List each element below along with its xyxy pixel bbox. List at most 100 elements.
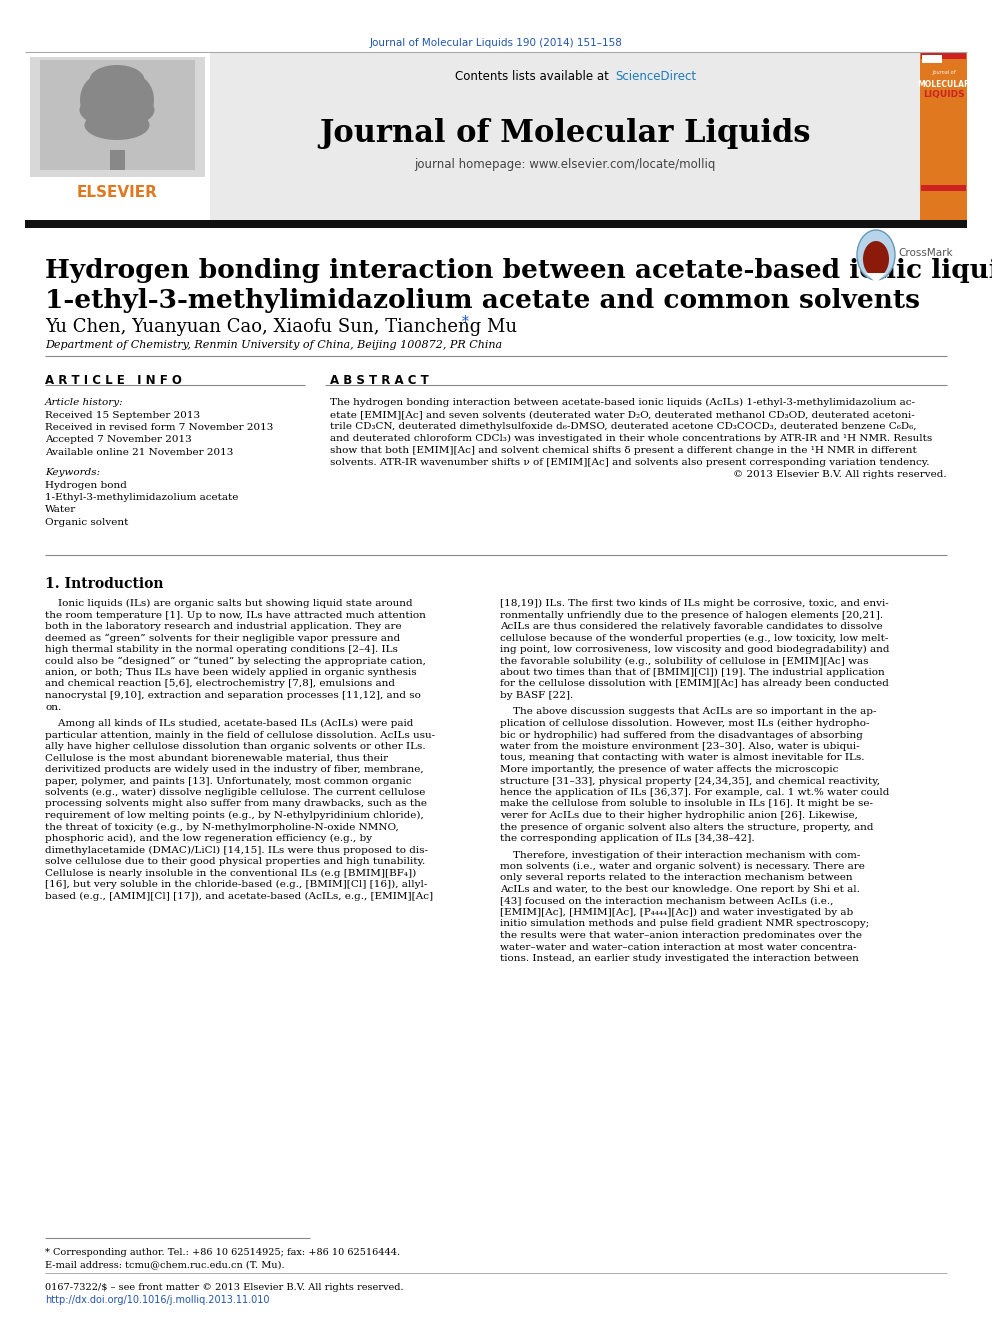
Text: by BASF [22].: by BASF [22]. [500,691,573,700]
Text: solvents. ATR-IR wavenumber shifts ν of [EMIM][Ac] and solvents also present cor: solvents. ATR-IR wavenumber shifts ν of … [330,458,930,467]
Text: MOLECULAR: MOLECULAR [918,79,970,89]
Text: Journal of: Journal of [932,70,955,75]
Text: about two times than that of [BMIM][Cl]) [19]. The industrial application: about two times than that of [BMIM][Cl])… [500,668,885,677]
Text: Cellulose is the most abundant biorenewable material, thus their: Cellulose is the most abundant biorenewa… [45,754,388,762]
Ellipse shape [84,78,150,112]
Text: Yu Chen, Yuanyuan Cao, Xiaofu Sun, Tiancheng Mu: Yu Chen, Yuanyuan Cao, Xiaofu Sun, Tianc… [45,318,523,336]
Text: requirement of low melting points (e.g., by N-ethylpyridinium chloride),: requirement of low melting points (e.g.,… [45,811,424,820]
Text: Received in revised form 7 November 2013: Received in revised form 7 November 2013 [45,423,274,433]
Text: AcILs and water, to the best our knowledge. One report by Shi et al.: AcILs and water, to the best our knowled… [500,885,860,894]
Text: the room temperature [1]. Up to now, ILs have attracted much attention: the room temperature [1]. Up to now, ILs… [45,610,426,619]
Text: Organic solvent: Organic solvent [45,519,128,527]
Text: the favorable solubility (e.g., solubility of cellulose in [EMIM][Ac] was: the favorable solubility (e.g., solubili… [500,656,869,665]
Text: water from the moisture environment [23–30]. Also, water is ubiqui-: water from the moisture environment [23–… [500,742,860,751]
Text: structure [31–33], physical property [24,34,35], and chemical reactivity,: structure [31–33], physical property [24… [500,777,880,786]
Text: 1-Ethyl-3-methylimidazolium acetate: 1-Ethyl-3-methylimidazolium acetate [45,493,238,501]
Text: both in the laboratory research and industrial application. They are: both in the laboratory research and indu… [45,622,402,631]
Text: plication of cellulose dissolution. However, most ILs (either hydropho-: plication of cellulose dissolution. Howe… [500,718,870,728]
Text: mon solvents (i.e., water and organic solvent) is necessary. There are: mon solvents (i.e., water and organic so… [500,863,865,871]
Bar [920,52,967,220]
Text: ronmentally unfriendly due to the presence of halogen elements [20,21].: ronmentally unfriendly due to the presen… [500,610,883,619]
Text: © 2013 Elsevier B.V. All rights reserved.: © 2013 Elsevier B.V. All rights reserved… [733,470,947,479]
Text: 1-ethyl-3-methylimidazolium acetate and common solvents: 1-ethyl-3-methylimidazolium acetate and … [45,288,920,314]
Text: the presence of organic solvent also alters the structure, property, and: the presence of organic solvent also alt… [500,823,874,831]
Bar [210,52,920,220]
Text: The above discussion suggests that AcILs are so important in the ap-: The above discussion suggests that AcILs… [500,708,877,717]
Text: Received 15 September 2013: Received 15 September 2013 [45,410,200,419]
Polygon shape [866,273,886,283]
Text: Hydrogen bond: Hydrogen bond [45,480,127,490]
Text: deemed as “green” solvents for their negligible vapor pressure and: deemed as “green” solvents for their neg… [45,634,400,643]
Text: the corresponding application of ILs [34,38–42].: the corresponding application of ILs [34… [500,833,755,843]
Text: Journal of Molecular Liquids: Journal of Molecular Liquids [319,118,810,149]
Text: E-mail address: tcmu@chem.ruc.edu.cn (T. Mu).: E-mail address: tcmu@chem.ruc.edu.cn (T.… [45,1259,285,1269]
Text: trile CD₃CN, deuterated dimethylsulfoxide d₆-DMSO, deuterated acetone CD₃COCD₃, : trile CD₃CN, deuterated dimethylsulfoxid… [330,422,917,431]
Text: ScienceDirect: ScienceDirect [615,70,696,83]
Text: tions. Instead, an earlier study investigated the interaction between: tions. Instead, an earlier study investi… [500,954,859,963]
Text: paper, polymer, and paints [13]. Unfortunately, most common organic: paper, polymer, and paints [13]. Unfortu… [45,777,412,786]
Bar [30,57,205,177]
Text: processing solvents might also suffer from many drawbacks, such as the: processing solvents might also suffer fr… [45,799,427,808]
Text: journal homepage: www.elsevier.com/locate/molliq: journal homepage: www.elsevier.com/locat… [415,157,715,171]
Text: Water: Water [45,505,76,515]
Text: only several reports related to the interaction mechanism between: only several reports related to the inte… [500,873,853,882]
Text: The hydrogen bonding interaction between acetate-based ionic liquids (AcILs) 1-e: The hydrogen bonding interaction between… [330,398,915,407]
Text: 0167-7322/$ – see front matter © 2013 Elsevier B.V. All rights reserved.: 0167-7322/$ – see front matter © 2013 El… [45,1283,404,1293]
Ellipse shape [80,75,120,124]
Text: [43] focused on the interaction mechanism between AcILs (i.e.,: [43] focused on the interaction mechanis… [500,897,833,905]
Text: *: * [462,315,469,329]
Text: A R T I C L E   I N F O: A R T I C L E I N F O [45,374,182,388]
Text: Cellulose is nearly insoluble in the conventional ILs (e.g [BMIM][BF₄]): Cellulose is nearly insoluble in the con… [45,868,417,877]
Text: http://dx.doi.org/10.1016/j.molliq.2013.11.010: http://dx.doi.org/10.1016/j.molliq.2013.… [45,1295,270,1304]
Text: verer for AcILs due to their higher hydrophilic anion [26]. Likewise,: verer for AcILs due to their higher hydr… [500,811,858,820]
Text: [18,19]) ILs. The first two kinds of ILs might be corrosive, toxic, and envi-: [18,19]) ILs. The first two kinds of ILs… [500,599,889,609]
Text: * Corresponding author. Tel.: +86 10 62514925; fax: +86 10 62516444.: * Corresponding author. Tel.: +86 10 625… [45,1248,400,1257]
Text: derivitized products are widely used in the industry of fiber, membrane,: derivitized products are widely used in … [45,765,424,774]
Text: ally have higher cellulose dissolution than organic solvents or other ILs.: ally have higher cellulose dissolution t… [45,742,426,751]
Text: dimethylacetamide (DMAC)/LiCl) [14,15]. ILs were thus proposed to dis-: dimethylacetamide (DMAC)/LiCl) [14,15]. … [45,845,428,855]
Text: the threat of toxicity (e.g., by N-methylmorpholine-N-oxide NMNO,: the threat of toxicity (e.g., by N-methy… [45,823,399,832]
Ellipse shape [863,241,889,277]
Bar [25,220,967,228]
Text: More importantly, the presence of water affects the microscopic: More importantly, the presence of water … [500,765,838,774]
Text: and chemical reaction [5,6], electrochemistry [7,8], emulsions and: and chemical reaction [5,6], electrochem… [45,680,395,688]
Text: on.: on. [45,703,62,712]
Text: hence the application of ILs [36,37]. For example, cal. 1 wt.% water could: hence the application of ILs [36,37]. Fo… [500,789,890,796]
Bar [921,53,966,60]
Text: Hydrogen bonding interaction between acetate-based ionic liquid: Hydrogen bonding interaction between ace… [45,258,992,283]
Text: Journal of Molecular Liquids 190 (2014) 151–158: Journal of Molecular Liquids 190 (2014) … [370,38,622,48]
Text: for the cellulose dissolution with [EMIM][Ac] has already been conducted: for the cellulose dissolution with [EMIM… [500,680,889,688]
Text: initio simulation methods and pulse field gradient NMR spectroscopy;: initio simulation methods and pulse fiel… [500,919,869,929]
Bar [25,52,210,220]
Text: and deuterated chloroform CDCl₃) was investigated in their whole concentrations : and deuterated chloroform CDCl₃) was inv… [330,434,932,443]
Text: could also be “designed” or “tuned” by selecting the appropriate cation,: could also be “designed” or “tuned” by s… [45,656,426,665]
Text: [16], but very soluble in the chloride-based (e.g., [BMIM][Cl] [16]), allyl-: [16], but very soluble in the chloride-b… [45,880,428,889]
Text: A B S T R A C T: A B S T R A C T [330,374,429,388]
Text: tous, meaning that contacting with water is almost inevitable for ILs.: tous, meaning that contacting with water… [500,754,864,762]
Text: Article history:: Article history: [45,398,124,407]
Ellipse shape [89,65,145,95]
Text: based (e.g., [AMIM][Cl] [17]), and acetate-based (AcILs, e.g., [EMIM][Ac]: based (e.g., [AMIM][Cl] [17]), and aceta… [45,892,434,901]
Text: Therefore, investigation of their interaction mechanism with com-: Therefore, investigation of their intera… [500,851,860,860]
Text: CrossMark: CrossMark [898,247,952,258]
Text: Among all kinds of ILs studied, acetate-based ILs (AcILs) were paid: Among all kinds of ILs studied, acetate-… [45,718,414,728]
Text: Contents lists available at: Contents lists available at [455,70,613,83]
Bar [921,185,966,191]
Text: Ionic liquids (ILs) are organic salts but showing liquid state around: Ionic liquids (ILs) are organic salts bu… [45,599,413,609]
Text: bic or hydrophilic) had suffered from the disadvantages of absorbing: bic or hydrophilic) had suffered from th… [500,730,863,740]
Text: cellulose because of the wonderful properties (e.g., low toxicity, low melt-: cellulose because of the wonderful prope… [500,634,889,643]
Text: Keywords:: Keywords: [45,468,100,478]
Text: [EMIM][Ac], [HMIM][Ac], [P₄₄₄₄][Ac]) and water investigated by ab: [EMIM][Ac], [HMIM][Ac], [P₄₄₄₄][Ac]) and… [500,908,853,917]
Text: AcILs are thus considered the relatively favorable candidates to dissolve: AcILs are thus considered the relatively… [500,622,883,631]
Text: phosphoric acid), and the low regeneration efficiency (e.g., by: phosphoric acid), and the low regenerati… [45,833,372,843]
Bar [110,149,125,169]
Text: solve cellulose due to their good physical properties and high tunability.: solve cellulose due to their good physic… [45,857,426,867]
Bar [922,56,942,64]
Text: Department of Chemistry, Renmin University of China, Beijing 100872, PR China: Department of Chemistry, Renmin Universi… [45,340,502,351]
Ellipse shape [857,230,895,280]
Text: particular attention, mainly in the field of cellulose dissolution. AcILs usu-: particular attention, mainly in the fiel… [45,730,435,740]
Text: Accepted 7 November 2013: Accepted 7 November 2013 [45,435,191,445]
Bar [40,60,195,169]
Ellipse shape [84,110,150,140]
Text: water–water and water–cation interaction at most water concentra-: water–water and water–cation interaction… [500,942,857,951]
